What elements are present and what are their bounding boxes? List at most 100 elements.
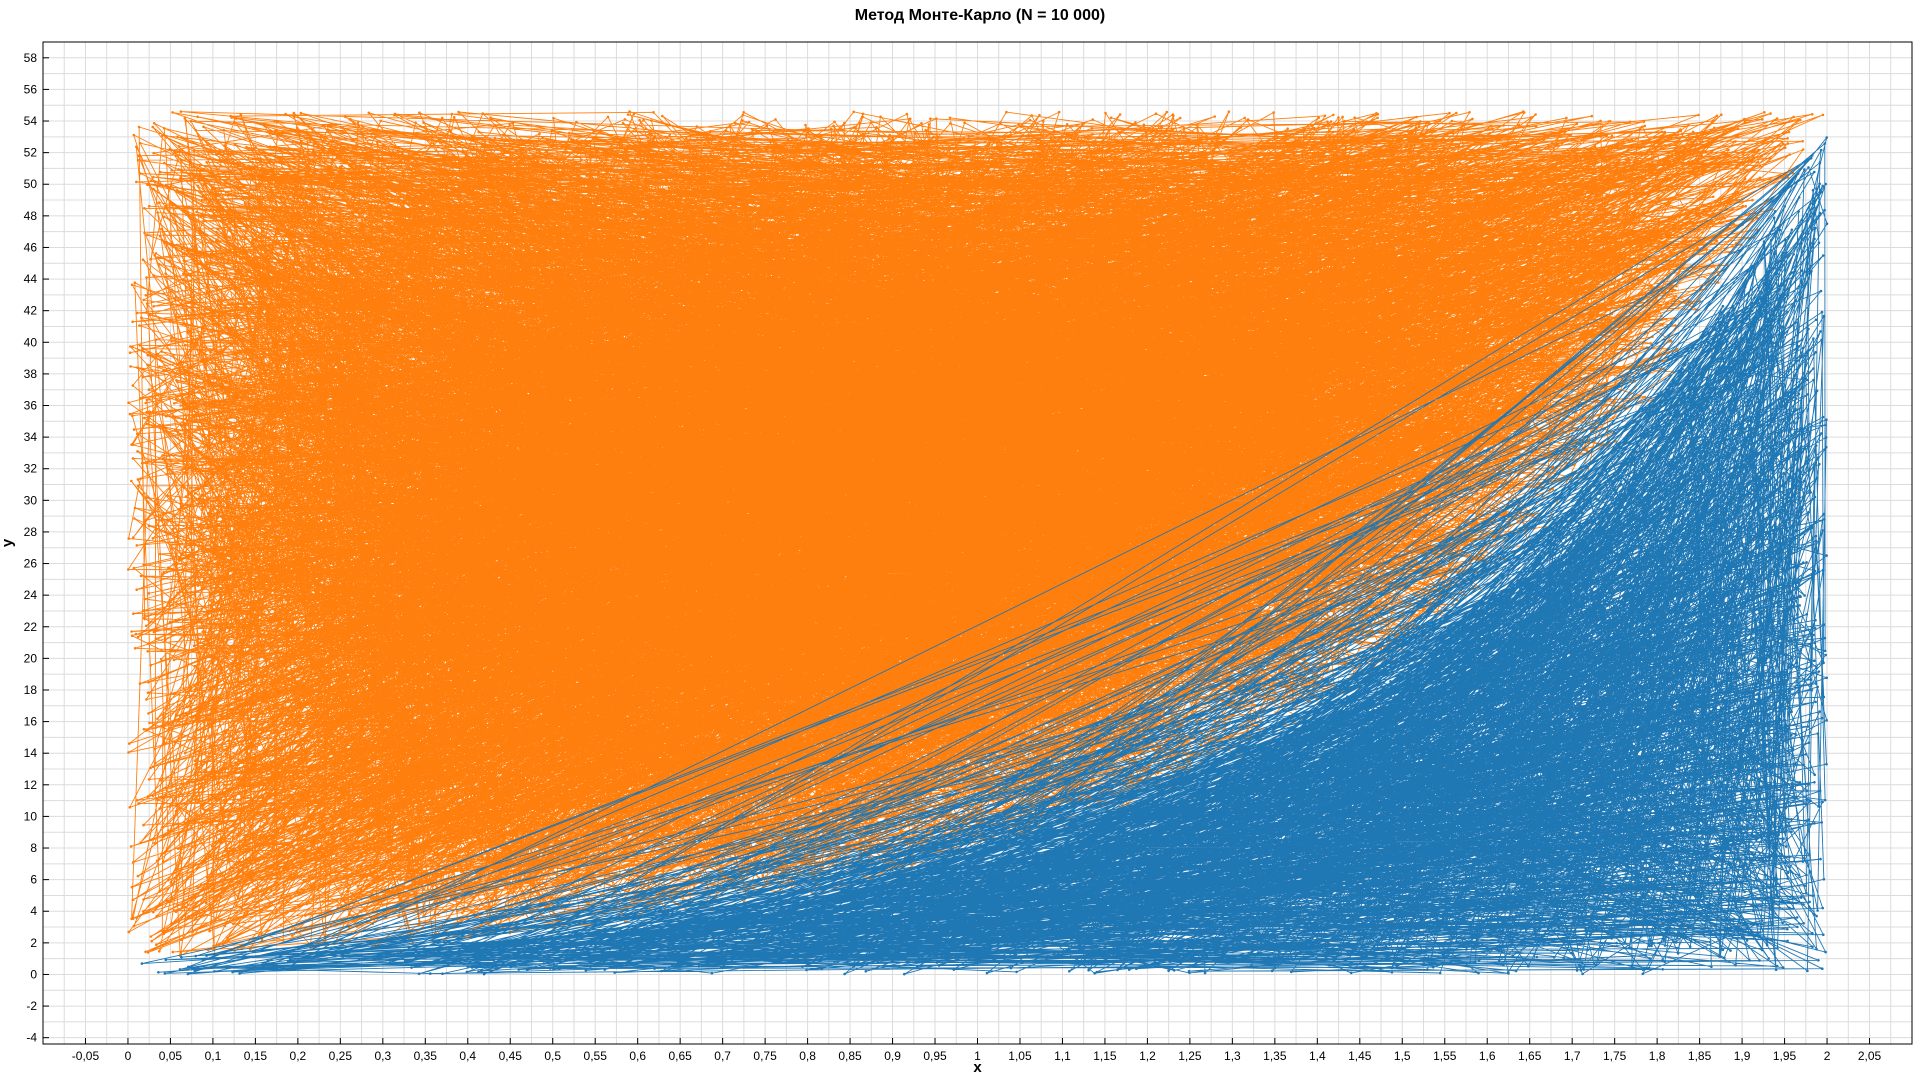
data-point [980,178,984,181]
data-point [615,712,618,715]
data-point [1799,118,1802,122]
data-point [519,389,522,393]
data-point [1137,578,1141,582]
data-point [1295,503,1298,507]
data-point [1491,127,1494,130]
data-point [945,456,948,459]
data-point [291,934,294,937]
data-point [1353,116,1356,119]
data-point [304,210,308,214]
data-point [1158,408,1161,412]
data-point [787,434,790,438]
data-point [984,265,987,269]
data-point [1154,390,1157,394]
data-point [510,486,513,490]
data-point [433,821,436,825]
data-point [828,630,832,633]
data-point [414,121,417,125]
data-point [1575,227,1578,231]
data-point [1368,441,1371,445]
data-point [1414,312,1417,315]
data-point [228,415,232,418]
data-point [601,234,605,238]
data-point [744,596,748,600]
data-point [661,832,665,835]
data-point [545,576,548,579]
data-point [177,315,180,319]
data-point [508,123,512,127]
data-point [802,479,805,483]
data-point [1461,427,1464,430]
data-point [628,846,631,850]
data-point [1610,146,1614,150]
data-point [1345,184,1348,188]
data-point [215,286,218,289]
data-point [544,361,547,364]
data-point [1060,494,1063,498]
data-point [431,206,434,209]
data-point [398,584,401,588]
data-point [1104,658,1107,661]
data-point [1595,245,1599,248]
data-point [975,507,978,511]
data-point [825,154,829,158]
chart-title: Метод Монте-Карло (N = 10 000) [855,7,1105,24]
data-point [659,300,662,304]
data-point [262,171,265,175]
data-point [800,625,804,628]
data-point [477,451,480,454]
data-point [953,516,957,519]
data-point [690,184,693,188]
data-point [1145,186,1148,189]
data-point [529,279,532,283]
data-point [1396,196,1400,199]
data-point [796,810,799,814]
data-point [471,319,475,323]
data-point [405,220,409,224]
data-point [809,669,812,672]
data-point [327,196,331,200]
data-point [639,677,643,680]
data-point [1426,457,1429,460]
data-point [791,321,794,324]
data-point [513,223,517,226]
data-point [770,297,773,300]
data-point [436,408,440,411]
data-point [277,343,280,347]
data-point [643,413,646,417]
data-point [1501,436,1505,439]
data-point [421,855,425,858]
data-point [248,340,252,344]
data-point [1067,133,1071,137]
data-point [1446,150,1449,153]
data-point [425,780,429,784]
data-point [735,687,739,691]
data-point [145,276,148,279]
data-point [1459,121,1463,124]
data-point [510,609,513,613]
data-point [1304,388,1308,392]
data-point [1251,215,1255,218]
data-point [497,792,501,796]
data-point [657,778,661,782]
data-point [670,601,673,604]
data-point [480,830,484,834]
data-point [741,380,744,384]
data-point [639,351,643,355]
data-point [930,137,934,140]
data-point [256,863,259,867]
data-point [1479,273,1483,277]
data-point [1433,253,1437,257]
data-point [592,452,596,456]
data-point [1441,227,1444,231]
data-point [1314,136,1317,140]
data-point [768,552,771,555]
data-point [307,574,310,577]
data-point [1327,256,1331,259]
data-point [331,281,335,284]
data-point [667,750,671,754]
data-point [707,520,710,523]
data-point [1676,131,1680,134]
data-point [658,209,662,212]
data-point [919,250,922,253]
